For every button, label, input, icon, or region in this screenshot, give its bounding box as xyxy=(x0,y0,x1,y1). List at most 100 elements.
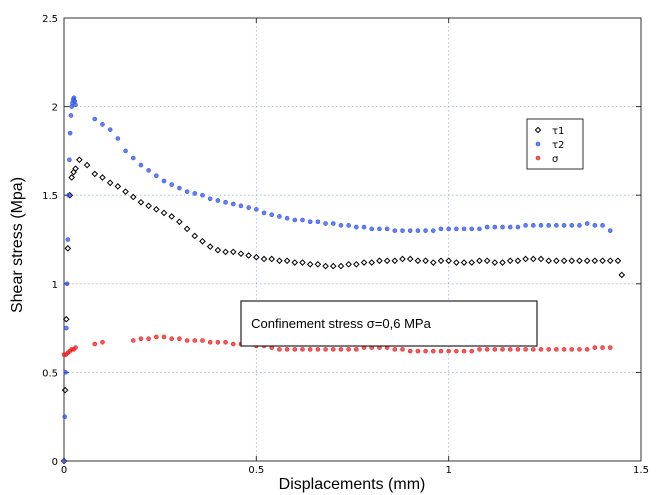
point-tau2 xyxy=(307,219,313,225)
point-sigma xyxy=(177,336,182,342)
point-tau2 xyxy=(338,223,344,228)
legend: τ1 τ2 σ xyxy=(526,118,584,170)
point-tau2 xyxy=(277,214,282,219)
point-sigma xyxy=(207,339,213,345)
point-tau2 xyxy=(369,226,375,232)
point-tau2 xyxy=(123,148,128,154)
point-tau2 xyxy=(200,192,205,198)
point-sigma xyxy=(330,347,336,352)
point-tau1 xyxy=(168,213,176,220)
annotation-text: Confinement stress σ=0,6 MPa xyxy=(251,316,431,331)
data-marks xyxy=(60,95,626,465)
point-tau2 xyxy=(62,414,68,420)
point-sigma xyxy=(515,347,521,352)
point-tau2 xyxy=(546,223,551,228)
point-tau1 xyxy=(61,386,69,394)
point-tau2 xyxy=(230,201,236,207)
point-tau2 xyxy=(438,226,444,232)
point-tau1 xyxy=(99,174,106,181)
point-tau1 xyxy=(329,262,337,270)
point-tau1 xyxy=(560,257,568,265)
point-tau2 xyxy=(184,189,190,194)
point-tau2 xyxy=(67,157,72,163)
point-sigma xyxy=(300,347,305,352)
point-tau2 xyxy=(361,224,367,230)
point-sigma xyxy=(100,339,105,345)
y-tick-label: 2 xyxy=(52,103,58,114)
x-tick-label: 1.5 xyxy=(633,465,649,476)
point-tau1 xyxy=(618,271,626,279)
point-sigma xyxy=(315,347,321,352)
point-tau1 xyxy=(353,261,360,268)
point-sigma xyxy=(146,336,151,342)
point-sigma xyxy=(338,347,344,352)
point-sigma xyxy=(354,347,359,352)
series-tau1 xyxy=(60,156,626,465)
point-tau1 xyxy=(437,257,445,265)
point-tau2 xyxy=(107,127,113,132)
point-tau2 xyxy=(554,223,559,228)
point-tau1 xyxy=(260,255,268,263)
point-sigma xyxy=(184,338,190,343)
point-tau2 xyxy=(66,192,71,198)
point-sigma xyxy=(230,341,236,347)
point-tau1 xyxy=(606,257,614,265)
point-tau1 xyxy=(106,179,114,187)
point-tau2 xyxy=(192,191,198,196)
point-sigma xyxy=(546,347,551,352)
point-tau2 xyxy=(523,223,528,228)
point-tau1 xyxy=(145,202,152,210)
point-tau2 xyxy=(323,221,328,226)
point-tau2 xyxy=(146,168,151,173)
point-tau1 xyxy=(345,261,352,268)
point-tau1 xyxy=(63,315,70,323)
point-tau1 xyxy=(129,193,137,201)
point-tau2 xyxy=(400,228,405,233)
point-tau2 xyxy=(207,196,213,202)
point-tau1 xyxy=(599,257,606,265)
point-sigma xyxy=(138,336,144,342)
point-tau1 xyxy=(306,261,314,268)
point-tau2 xyxy=(92,116,98,122)
legend-marker-tau1 xyxy=(534,126,542,134)
point-tau2 xyxy=(246,205,251,210)
point-sigma xyxy=(438,348,444,354)
point-tau1 xyxy=(537,255,545,263)
point-tau2 xyxy=(64,281,70,287)
point-tau1 xyxy=(383,257,391,265)
point-sigma xyxy=(215,339,221,345)
y-tick-label: 0.5 xyxy=(42,368,58,379)
point-sigma xyxy=(600,345,605,350)
point-sigma xyxy=(523,347,528,352)
point-tau1 xyxy=(545,257,552,265)
point-tau1 xyxy=(299,259,306,266)
point-tau1 xyxy=(70,168,77,176)
point-tau1 xyxy=(114,183,122,190)
legend-marker-tau2 xyxy=(535,141,541,147)
point-tau1 xyxy=(291,259,299,266)
annotation-box xyxy=(240,300,538,347)
point-tau2 xyxy=(415,228,421,233)
point-tau2 xyxy=(269,212,275,217)
point-tau2 xyxy=(354,224,359,230)
point-tau1 xyxy=(283,257,291,265)
point-tau2 xyxy=(284,215,290,221)
point-tau2 xyxy=(154,173,159,179)
point-sigma xyxy=(130,338,136,343)
point-tau2 xyxy=(330,221,336,226)
point-tau2 xyxy=(384,226,390,232)
point-tau1 xyxy=(183,225,191,233)
point-tau2 xyxy=(515,224,521,230)
point-tau1 xyxy=(253,253,260,261)
point-tau1 xyxy=(429,259,437,266)
point-tau2 xyxy=(469,226,475,232)
point-tau2 xyxy=(430,228,436,233)
point-sigma xyxy=(154,334,159,340)
point-sigma xyxy=(200,338,205,343)
y-tick-label: 1.5 xyxy=(42,191,58,202)
x-axis-label: Displacements (mm) xyxy=(279,476,426,493)
point-tau1 xyxy=(276,257,283,265)
point-sigma xyxy=(561,347,567,352)
x-tick-label: 0 xyxy=(61,465,67,476)
point-sigma xyxy=(277,347,282,352)
